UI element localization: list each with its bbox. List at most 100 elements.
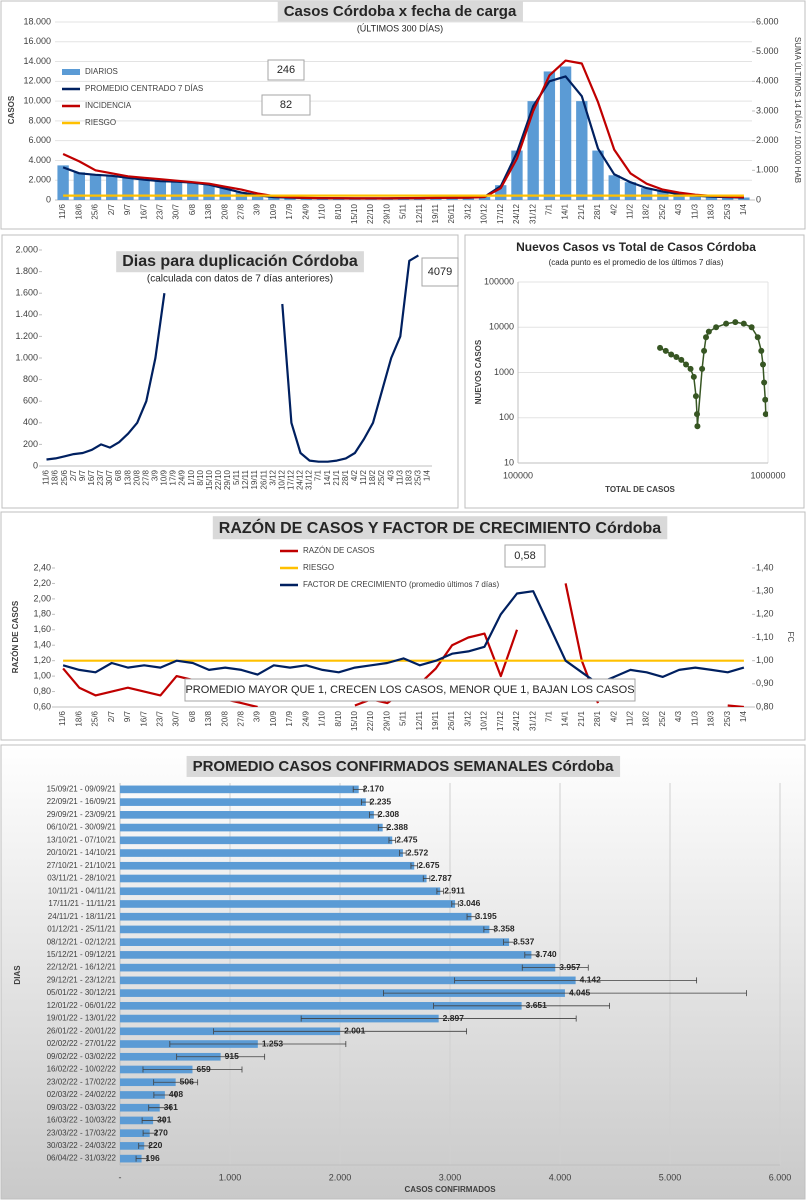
x-tick-label: 6/8 <box>188 710 197 722</box>
point <box>673 354 680 361</box>
bar <box>219 188 231 200</box>
x-tick-label: - <box>119 1172 122 1182</box>
bar <box>120 1116 154 1125</box>
x-tick-label: 3/12 <box>268 469 277 485</box>
x-tick-label: 13/8 <box>204 710 213 726</box>
bar <box>73 172 85 200</box>
y2-tick-label: 1,40 <box>756 562 774 572</box>
legend-label: RAZÓN DE CASOS <box>303 546 375 555</box>
x-tick-label: 6/8 <box>188 203 197 215</box>
y-tick-label: 15/12/21 - 09/12/21 <box>47 950 117 959</box>
bar <box>576 101 588 200</box>
y-tick-label: 1.000 <box>15 352 38 362</box>
x-tick-label: 20/8 <box>220 203 229 219</box>
x-tick-label: 8/10 <box>196 469 205 485</box>
bar <box>705 196 718 200</box>
x-tick-label: 5.000 <box>659 1172 682 1182</box>
x-tick-label: 3/9 <box>253 710 262 722</box>
bar <box>170 181 183 200</box>
bar <box>624 182 637 200</box>
data-label: 915 <box>225 1051 239 1061</box>
point <box>657 344 664 351</box>
y2-tick-label: 0,90 <box>756 678 774 688</box>
x-tick-label: 16/7 <box>139 710 148 726</box>
data-label: 2.308 <box>378 809 400 819</box>
y-axis-label: DIAS <box>13 965 22 985</box>
data-label: 2.170 <box>363 784 385 794</box>
x-tick-label: 24/9 <box>301 710 310 726</box>
x-tick-label: 1/10 <box>318 203 327 219</box>
y-tick-label: 1,60 <box>33 624 51 634</box>
bar <box>120 925 490 934</box>
y-tick-label: 01/12/21 - 25/11/21 <box>47 925 116 934</box>
annotation: 4079 <box>428 266 452 278</box>
point <box>761 379 768 386</box>
annotation-box <box>421 257 459 287</box>
x-tick-label: 10/9 <box>269 710 278 726</box>
y-tick-label: 14.000 <box>23 56 51 66</box>
x-tick-label: 20/8 <box>220 710 229 726</box>
y-tick-label: 1,80 <box>33 609 51 619</box>
annotation: 0,58 <box>514 550 535 562</box>
x-tick-label: 10/12 <box>480 203 489 224</box>
x-tick-label: 1/4 <box>423 469 432 481</box>
x-tick-label: 17/12 <box>496 710 505 731</box>
x-tick-label: 21/1 <box>332 469 341 485</box>
y-tick-label: 2.000 <box>15 244 38 254</box>
y-tick-label: 1000 <box>494 367 514 377</box>
bar <box>120 798 366 806</box>
y-tick-label: 400 <box>23 417 38 427</box>
annotation: 82 <box>280 99 292 111</box>
annotation-box <box>267 59 305 81</box>
plot-area <box>62 583 745 707</box>
legend-label: INCIDENCIA <box>85 101 132 110</box>
bar <box>57 165 69 200</box>
x-tick-label: 23/7 <box>96 469 105 485</box>
y-tick-label: 27/10/21 - 21/10/21 <box>47 861 117 870</box>
x-tick-label: 2/7 <box>69 469 78 481</box>
bar <box>640 188 653 200</box>
y2-tick-label: 6.000 <box>756 16 779 26</box>
bar <box>120 861 415 870</box>
y-axis-label: RAZÓN DE CASOS <box>11 600 20 673</box>
bar <box>138 179 150 200</box>
point <box>701 347 708 354</box>
x-tick-label: 26/11 <box>259 469 268 489</box>
x-tick-label: 5/11 <box>399 203 408 219</box>
point <box>762 411 768 418</box>
x-tick-label: 8/10 <box>334 710 343 726</box>
point <box>740 320 747 327</box>
x-tick-label: 10/12 <box>277 469 286 490</box>
x-tick-label: 17/9 <box>169 469 178 485</box>
point <box>713 324 720 331</box>
point <box>662 347 669 354</box>
x-tick-label: 25/2 <box>658 203 667 219</box>
x-tick-label: 25/6 <box>60 469 69 485</box>
x-tick-label: 24/9 <box>178 469 187 485</box>
x-tick-label: 2/7 <box>107 710 116 722</box>
x-axis-label: CASOS CONFIRMADOS <box>404 1185 496 1194</box>
data-label: 301 <box>157 1115 171 1125</box>
bar <box>495 185 507 200</box>
x-tick-label: 4/2 <box>350 469 359 481</box>
bar <box>120 1129 150 1137</box>
data-label: 220 <box>148 1140 162 1150</box>
y-tick-label: 10000 <box>489 322 514 332</box>
y-tick-label: 1.400 <box>15 309 38 319</box>
data-label: 361 <box>164 1102 178 1112</box>
data-label: 2.572 <box>407 847 429 857</box>
data-label: 3.957 <box>559 962 581 972</box>
chart-title: Casos Córdoba x fecha de carga <box>284 3 517 20</box>
legend-label: DIARIOS <box>85 67 118 76</box>
y-tick-label: 1.200 <box>15 331 38 341</box>
y-tick-label: 600 <box>23 396 38 406</box>
point <box>760 361 767 368</box>
x-tick-label: 10/9 <box>269 203 278 219</box>
bar <box>120 912 472 921</box>
x-tick-label: 1/10 <box>318 710 327 726</box>
x-tick-label: 25/3 <box>723 710 732 726</box>
data-label: 408 <box>169 1089 183 1099</box>
y2-axis-label: SUMA ÚLTIMOS 14 DÍAS / 100.000 HAB <box>793 37 802 183</box>
y-tick-label: 13/10/21 - 07/10/21 <box>47 835 117 844</box>
y2-tick-label: 1.000 <box>756 165 779 175</box>
